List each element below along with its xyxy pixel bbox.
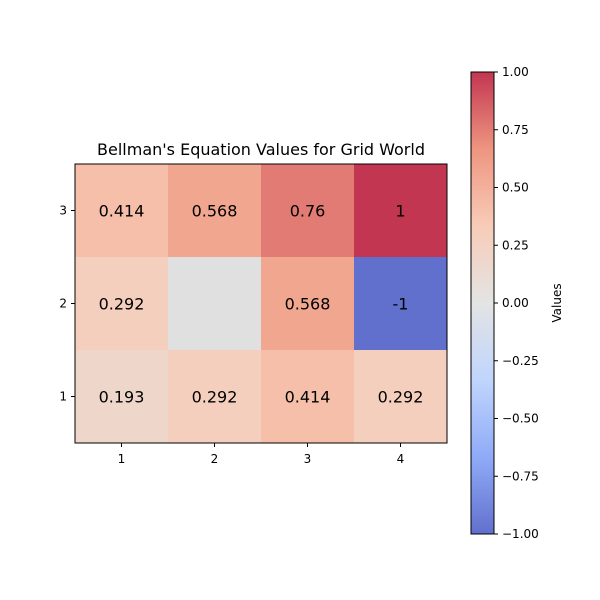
colorbar-tick-label: −0.50 (502, 412, 539, 426)
cell-value-label: 0.568 (192, 202, 238, 221)
cell-value-label: 0.568 (285, 295, 331, 314)
y-tick-label: 1 (59, 390, 67, 404)
heatmap-cell (354, 350, 448, 444)
x-tick-label: 1 (118, 452, 126, 466)
colorbar (470, 71, 495, 535)
colorbar-tick-label: 0.50 (502, 181, 529, 195)
y-axis-ticks: 3 2 1 (59, 204, 75, 404)
heatmap-cell (261, 257, 355, 351)
cell-value-label: 0.414 (285, 388, 331, 407)
chart-title: Bellman's Equation Values for Grid World (97, 140, 425, 159)
cell-value-label: 0.292 (378, 388, 424, 407)
heatmap-cell (75, 257, 169, 351)
colorbar-label: Values (550, 283, 564, 322)
heatmap-cell (354, 164, 448, 258)
colorbar-ticks: 1.00 0.75 0.50 0.25 0.00 −0.25 −0.50 −0.75 −1.00 (494, 65, 539, 541)
x-tick-label: 3 (304, 452, 312, 466)
cell-value-label: 0.76 (290, 202, 326, 221)
heatmap-cell (168, 257, 262, 351)
colorbar-tick-label: −1.00 (502, 527, 539, 541)
cell-value-label: 0.292 (192, 388, 238, 407)
heatmap-cell (261, 164, 355, 258)
heatmap-cell (168, 164, 262, 258)
heatmap-cell (354, 257, 448, 351)
heatmap-cell (75, 164, 169, 258)
heatmap-cells (75, 164, 448, 444)
x-axis-ticks: 1 2 3 4 (118, 443, 405, 466)
x-tick-label: 2 (211, 452, 219, 466)
heatmap-cell (168, 350, 262, 444)
heatmap-cell (75, 350, 169, 444)
heatmap-cell (261, 350, 355, 444)
colorbar-tick-label: 1.00 (502, 65, 529, 79)
colorbar-tick-label: 0.25 (502, 238, 529, 252)
colorbar-tick-label: −0.75 (502, 469, 539, 483)
colorbar-tick-label: 0.00 (502, 296, 529, 310)
cell-value-label: 0.292 (99, 295, 145, 314)
x-tick-label: 4 (397, 452, 405, 466)
cell-value-label: -1 (393, 295, 409, 314)
cell-value-label: 0.414 (99, 202, 145, 221)
y-tick-label: 2 (59, 297, 67, 311)
heatmap-cell-labels: 0.414 0.568 0.76 1 0.292 0.568 -1 0.193 0.292 0.4… (99, 202, 424, 407)
cell-value-label: 0.193 (99, 388, 145, 407)
y-tick-label: 3 (59, 204, 67, 218)
colorbar-tick-label: 0.75 (502, 123, 529, 137)
cell-value-label: 1 (395, 202, 405, 221)
colorbar-tick-label: −0.25 (502, 354, 539, 368)
